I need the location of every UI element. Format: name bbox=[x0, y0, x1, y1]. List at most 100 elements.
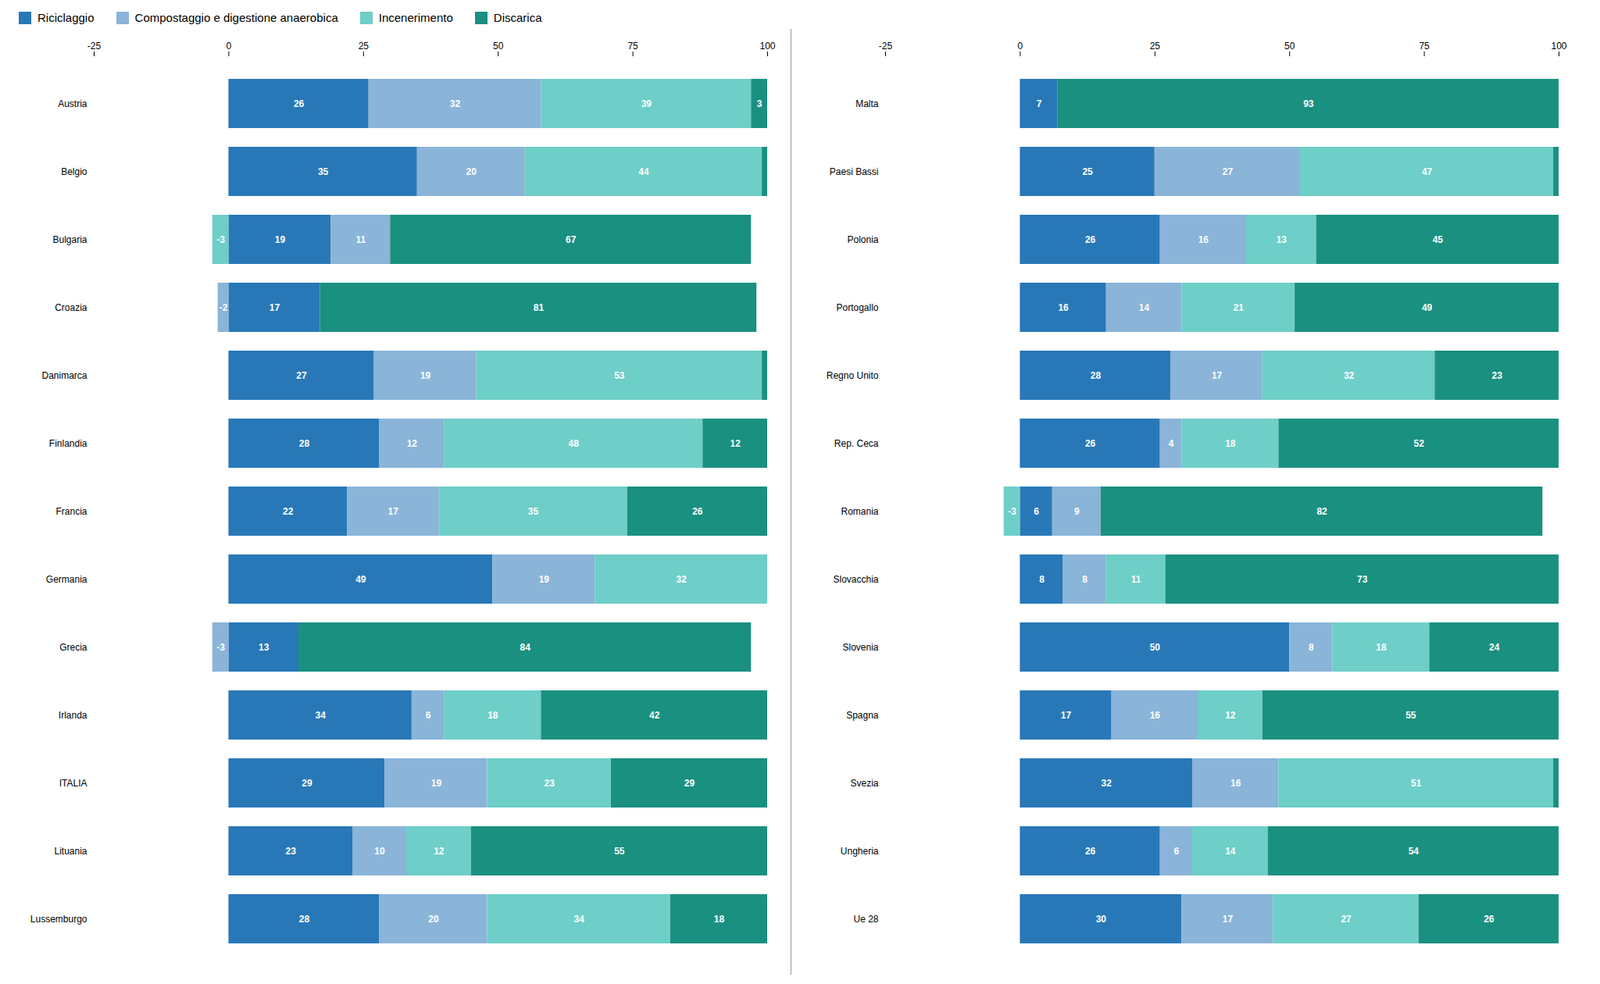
svg-text:Austria: Austria bbox=[57, 98, 88, 110]
svg-text:17: 17 bbox=[1060, 710, 1072, 722]
svg-text:32: 32 bbox=[1101, 778, 1113, 790]
svg-text:27: 27 bbox=[1340, 914, 1352, 925]
svg-text:18: 18 bbox=[1375, 642, 1387, 654]
svg-text:34: 34 bbox=[573, 914, 585, 925]
svg-text:Romania: Romania bbox=[840, 506, 879, 518]
svg-text:100: 100 bbox=[759, 40, 775, 52]
svg-text:44: 44 bbox=[638, 166, 650, 178]
svg-text:81: 81 bbox=[533, 302, 545, 314]
svg-text:55: 55 bbox=[614, 846, 625, 858]
svg-text:Spagna: Spagna bbox=[846, 710, 879, 722]
svg-text:84: 84 bbox=[520, 642, 532, 654]
svg-text:17: 17 bbox=[1211, 370, 1223, 382]
svg-text:10: 10 bbox=[374, 846, 386, 858]
svg-text:11: 11 bbox=[1131, 574, 1142, 586]
svg-text:34: 34 bbox=[314, 710, 326, 722]
svg-text:Slovacchia: Slovacchia bbox=[832, 574, 879, 586]
svg-text:100: 100 bbox=[1550, 40, 1567, 52]
svg-text:8: 8 bbox=[1039, 574, 1045, 586]
svg-text:55: 55 bbox=[1405, 710, 1417, 722]
svg-text:Portogallo: Portogallo bbox=[835, 302, 879, 314]
svg-text:Croazia: Croazia bbox=[54, 302, 88, 314]
svg-text:27: 27 bbox=[296, 370, 308, 382]
svg-text:Germania: Germania bbox=[46, 574, 88, 586]
svg-text:12: 12 bbox=[1225, 710, 1236, 722]
svg-text:20: 20 bbox=[428, 914, 440, 925]
svg-text:23: 23 bbox=[285, 846, 297, 858]
svg-text:19: 19 bbox=[539, 574, 550, 586]
svg-text:24: 24 bbox=[1489, 642, 1500, 654]
svg-text:26: 26 bbox=[1483, 914, 1495, 925]
svg-text:26: 26 bbox=[1085, 438, 1097, 450]
svg-text:29: 29 bbox=[684, 778, 696, 790]
svg-text:Svezia: Svezia bbox=[850, 778, 879, 790]
svg-text:Regno Unito: Regno Unito bbox=[826, 370, 879, 382]
svg-text:Rep. Ceca: Rep. Ceca bbox=[834, 438, 879, 450]
svg-text:Paesi Bassi: Paesi Bassi bbox=[829, 166, 879, 178]
svg-text:29: 29 bbox=[301, 778, 313, 790]
svg-text:-2: -2 bbox=[219, 302, 229, 314]
svg-text:-3: -3 bbox=[216, 642, 225, 654]
svg-text:-3: -3 bbox=[216, 234, 225, 246]
svg-text:16: 16 bbox=[1198, 234, 1210, 246]
svg-text:Slovenia: Slovenia bbox=[842, 642, 879, 654]
svg-text:35: 35 bbox=[528, 506, 540, 518]
svg-text:26: 26 bbox=[692, 506, 704, 518]
svg-text:49: 49 bbox=[355, 574, 367, 586]
svg-text:23: 23 bbox=[544, 778, 556, 790]
svg-text:Polonia: Polonia bbox=[846, 234, 879, 246]
svg-text:18: 18 bbox=[714, 914, 725, 925]
svg-text:19: 19 bbox=[275, 234, 286, 246]
svg-text:54: 54 bbox=[1408, 846, 1420, 858]
svg-text:18: 18 bbox=[1225, 438, 1236, 450]
svg-text:75: 75 bbox=[1418, 40, 1430, 52]
svg-text:28: 28 bbox=[299, 914, 311, 925]
svg-text:16: 16 bbox=[1150, 710, 1161, 722]
svg-text:Bulgaria: Bulgaria bbox=[52, 234, 87, 246]
svg-text:Malta: Malta bbox=[855, 98, 879, 110]
svg-text:50: 50 bbox=[1150, 642, 1161, 654]
svg-text:Francia: Francia bbox=[55, 506, 87, 518]
svg-text:39: 39 bbox=[641, 98, 653, 110]
svg-text:-3: -3 bbox=[1007, 506, 1017, 518]
svg-text:25: 25 bbox=[1082, 166, 1093, 178]
svg-text:50: 50 bbox=[492, 40, 504, 52]
svg-text:19: 19 bbox=[420, 370, 432, 382]
svg-text:52: 52 bbox=[1414, 438, 1425, 450]
svg-text:11: 11 bbox=[356, 234, 367, 246]
svg-text:18: 18 bbox=[487, 710, 499, 722]
svg-text:7: 7 bbox=[1036, 98, 1043, 110]
svg-text:-25: -25 bbox=[878, 40, 893, 52]
svg-text:32: 32 bbox=[675, 574, 687, 586]
svg-text:23: 23 bbox=[1492, 370, 1504, 382]
svg-text:Irlanda: Irlanda bbox=[58, 710, 88, 722]
svg-text:Finlandia: Finlandia bbox=[49, 438, 88, 450]
svg-text:30: 30 bbox=[1096, 914, 1108, 925]
svg-text:14: 14 bbox=[1225, 846, 1236, 858]
svg-text:53: 53 bbox=[614, 370, 625, 382]
svg-text:28: 28 bbox=[1090, 370, 1102, 382]
svg-text:6: 6 bbox=[425, 710, 432, 722]
svg-text:-25: -25 bbox=[87, 40, 102, 52]
svg-text:25: 25 bbox=[358, 40, 370, 52]
svg-text:20: 20 bbox=[466, 166, 478, 178]
svg-text:13: 13 bbox=[258, 642, 270, 654]
svg-text:8: 8 bbox=[1308, 642, 1315, 654]
svg-text:Lussemburgo: Lussemburgo bbox=[30, 914, 88, 925]
svg-text:17: 17 bbox=[388, 506, 400, 518]
svg-text:48: 48 bbox=[568, 438, 580, 450]
svg-text:35: 35 bbox=[317, 166, 329, 178]
svg-text:42: 42 bbox=[649, 710, 661, 722]
svg-text:14: 14 bbox=[1139, 302, 1150, 314]
svg-text:27: 27 bbox=[1222, 166, 1234, 178]
svg-text:16: 16 bbox=[1230, 778, 1242, 790]
svg-text:22: 22 bbox=[282, 506, 294, 518]
svg-text:82: 82 bbox=[1316, 506, 1328, 518]
svg-text:Danimarca: Danimarca bbox=[41, 370, 87, 382]
svg-text:16: 16 bbox=[1057, 302, 1069, 314]
svg-text:32: 32 bbox=[450, 98, 461, 110]
svg-text:12: 12 bbox=[729, 438, 741, 450]
svg-text:50: 50 bbox=[1284, 40, 1296, 52]
svg-text:Lituania: Lituania bbox=[53, 846, 87, 858]
svg-text:25: 25 bbox=[1150, 40, 1161, 52]
